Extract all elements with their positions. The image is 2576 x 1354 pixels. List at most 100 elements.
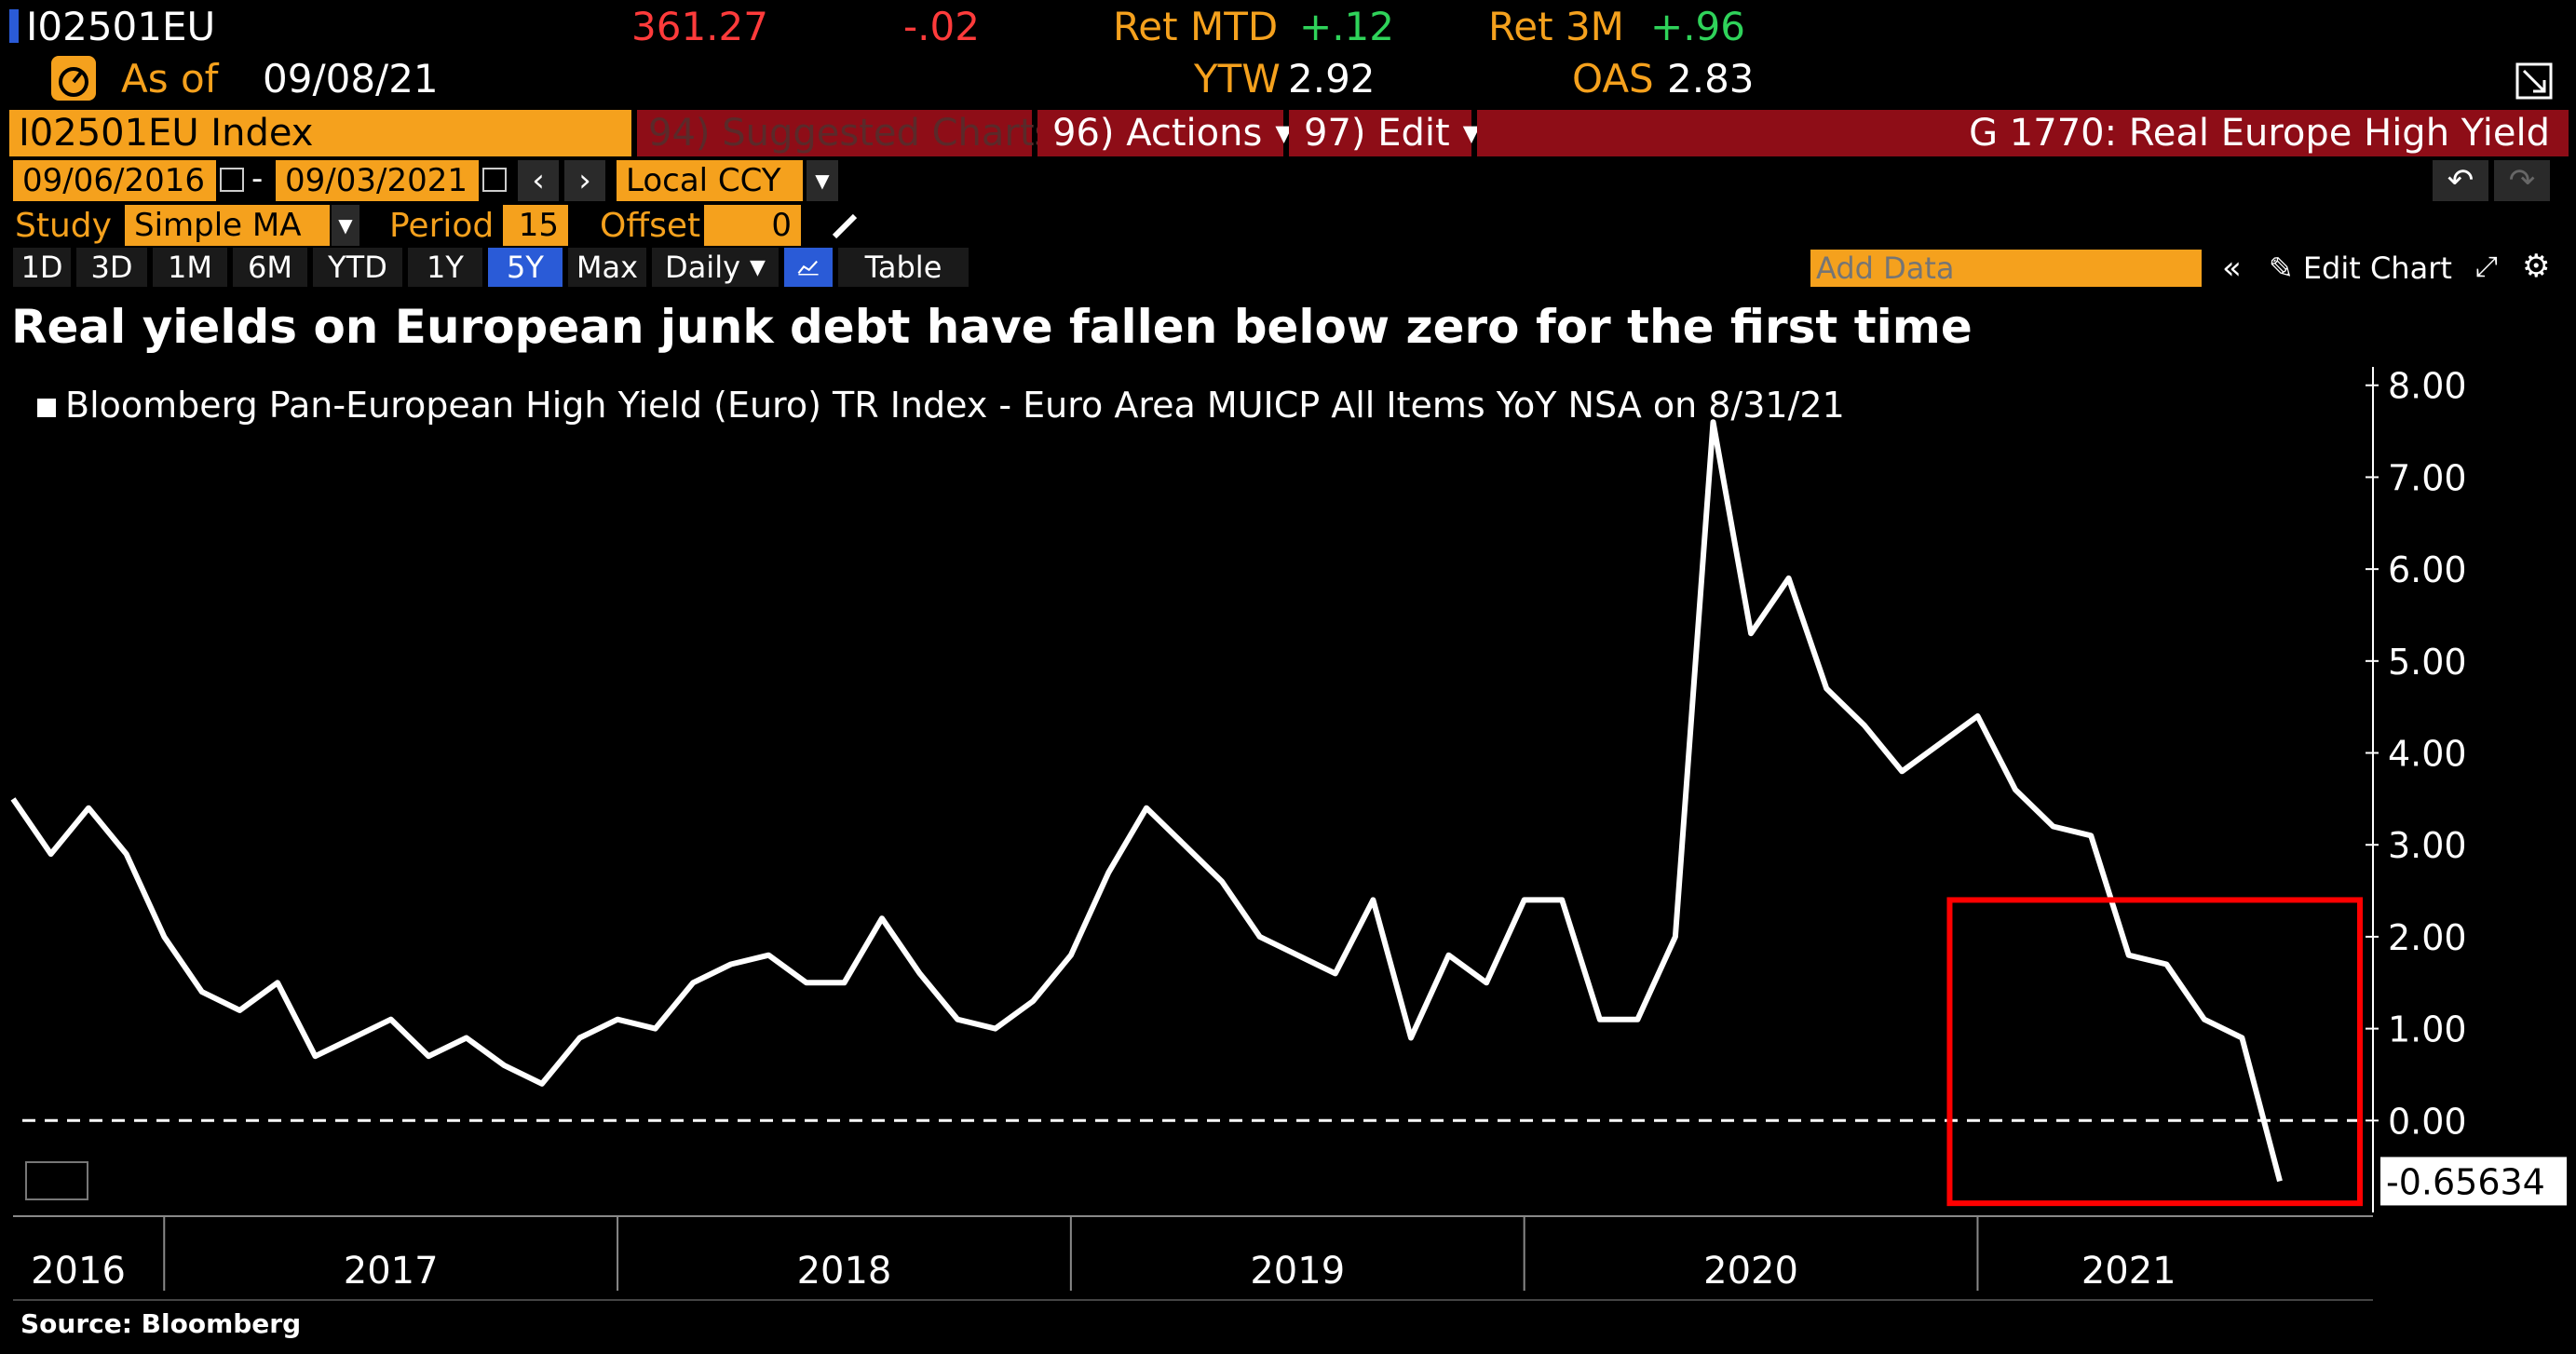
legend-swatch <box>37 399 56 417</box>
source-note: Source: Bloomberg <box>20 1308 302 1339</box>
period-input[interactable]: 15 <box>503 205 568 246</box>
redo-button[interactable]: ↷ <box>2494 160 2550 201</box>
chevron-down-icon: ▼ <box>750 255 766 279</box>
frequency-label: Daily <box>665 250 741 285</box>
chevron-down-icon: ▼ <box>1275 120 1293 146</box>
chevron-left-icon: ‹ <box>532 162 545 199</box>
study-select[interactable]: Simple MA <box>125 205 330 246</box>
chart-name: G 1770: Real Europe High Yield <box>1477 110 2569 156</box>
oas-label: OAS <box>1572 56 1654 102</box>
y-tick-label: 3.00 <box>2388 825 2467 866</box>
study-label: Study <box>15 207 112 245</box>
tab-3d[interactable]: 3D <box>76 248 147 287</box>
last-value-badge-bg <box>2380 1157 2567 1206</box>
plot-background <box>13 367 2373 1212</box>
tab-1y[interactable]: 1Y <box>408 248 482 287</box>
x-tick-label: 2017 <box>344 1250 439 1293</box>
chart-type-icon <box>25 1161 88 1200</box>
offset-input[interactable]: 0 <box>704 205 801 246</box>
y-tick-label: 6.00 <box>2388 549 2467 590</box>
x-tick-label: 2018 <box>797 1250 892 1293</box>
chevron-down-icon: ▼ <box>815 169 830 192</box>
currency-select[interactable]: Local CCY <box>617 160 803 201</box>
tab-5y[interactable]: 5Y <box>488 248 563 287</box>
y-tick-label: 7.00 <box>2388 457 2467 498</box>
as-of-label: As of <box>121 56 219 102</box>
security-field[interactable]: I02501EU Index <box>9 110 631 156</box>
price: 361.27 <box>631 4 768 49</box>
y-tick-label: 1.00 <box>2388 1009 2467 1050</box>
edit-chart-label: Edit Chart <box>2302 250 2452 286</box>
study-dropdown-button[interactable]: ▼ <box>332 205 359 246</box>
tab-1d[interactable]: 1D <box>13 248 71 287</box>
y-tick-label: 8.00 <box>2388 366 2467 407</box>
line-chart-icon <box>797 260 819 276</box>
prev-range-button[interactable]: ‹ <box>518 160 559 201</box>
x-tick-label: 2020 <box>1703 1250 1798 1293</box>
chevron-down-icon: ▼ <box>1462 120 1481 146</box>
expand-icon[interactable]: ⤢ <box>2475 251 2498 282</box>
as-of-date: 09/08/21 <box>263 56 439 102</box>
period-tabs: 1D 3D 1M 6M YTD 1Y 5Y Max Daily ▼ Table <box>13 248 974 287</box>
gear-icon[interactable]: ⚙ <box>2522 249 2551 284</box>
chart-name-label: G 1770: Real Europe High Yield <box>1969 112 2550 155</box>
pencil-icon: ✎ <box>2269 250 2294 286</box>
chevron-down-icon: ▼ <box>338 214 353 237</box>
ret-mtd-value: +.12 <box>1299 4 1394 49</box>
calendar-icon[interactable] <box>482 168 507 192</box>
tab-max[interactable]: Max <box>568 248 646 287</box>
chart-area: 8.00 7.00 6.00 5.00 4.00 3.00 2.00 1.00 0.00 2016… <box>10 366 2567 1301</box>
ytw-value: 2.92 <box>1288 56 1376 102</box>
ret-3m-label: Ret 3M <box>1488 4 1624 49</box>
start-date-field[interactable]: 09/06/2016 <box>13 160 216 201</box>
edit-chart-button[interactable]: ✎ Edit Chart <box>2269 248 2452 289</box>
actions-menu[interactable]: 96) Actions ▼ <box>1037 110 1293 156</box>
undo-button[interactable]: ↶ <box>2433 160 2488 201</box>
legend-label: Bloomberg Pan-European High Yield (Euro)… <box>65 385 1845 426</box>
redo-icon: ↷ <box>2508 162 2536 199</box>
last-value-badge: -0.65634 <box>2380 1157 2567 1206</box>
ticker-marker <box>9 9 19 43</box>
tab-1m[interactable]: 1M <box>153 248 227 287</box>
add-data-input[interactable] <box>1810 250 2202 287</box>
edit-menu[interactable]: 97) Edit ▼ <box>1289 110 1480 156</box>
offset-label: Offset <box>600 207 701 245</box>
suggested-charts-button[interactable]: 94) Suggested Charts <box>637 110 1053 156</box>
highlight-box <box>1946 897 2363 1207</box>
currency-dropdown-button[interactable]: ▼ <box>807 160 838 201</box>
last-value-label: -0.65634 <box>2386 1161 2545 1202</box>
tab-ytd[interactable]: YTD <box>313 248 402 287</box>
gauge-icon[interactable] <box>51 56 96 101</box>
ret-3m-value: +.96 <box>1650 4 1745 49</box>
x-tick-label: 2021 <box>2081 1250 2176 1293</box>
collapse-icon[interactable]: « <box>2222 250 2242 287</box>
tab-6m[interactable]: 6M <box>233 248 307 287</box>
series-line <box>10 419 2283 1183</box>
frequency-select[interactable]: Daily ▼ <box>652 248 779 287</box>
y-tick-label: 5.00 <box>2388 642 2467 683</box>
end-date-field[interactable]: 09/03/2021 <box>276 160 479 201</box>
x-tick-label: 2019 <box>1250 1250 1345 1293</box>
x-tick-label: 2016 <box>31 1250 126 1293</box>
oas-value: 2.83 <box>1667 56 1755 102</box>
line-chart-button[interactable] <box>784 248 833 287</box>
calendar-icon[interactable] <box>220 168 244 192</box>
price-change: -.02 <box>903 4 980 49</box>
ret-mtd-label: Ret MTD <box>1113 4 1279 49</box>
next-range-button[interactable]: › <box>564 160 605 201</box>
actions-label: 96) Actions <box>1052 112 1263 155</box>
chevron-right-icon: › <box>578 162 591 199</box>
edit-label: 97) Edit <box>1304 112 1450 155</box>
undo-icon: ↶ <box>2447 162 2474 199</box>
popout-icon[interactable] <box>2515 61 2554 101</box>
pencil-icon[interactable] <box>827 207 864 244</box>
period-label: Period <box>389 207 495 245</box>
y-tick-label: 4.00 <box>2388 734 2467 775</box>
y-tick-label: 0.00 <box>2388 1101 2467 1142</box>
chart-title: Real yields on European junk debt have f… <box>11 300 1973 354</box>
table-button[interactable]: Table <box>838 248 969 287</box>
ticker: I02501EU <box>26 4 216 49</box>
range-separator: - <box>251 160 264 197</box>
ytw-label: YTW <box>1194 56 1281 102</box>
y-tick-label: 2.00 <box>2388 917 2467 958</box>
